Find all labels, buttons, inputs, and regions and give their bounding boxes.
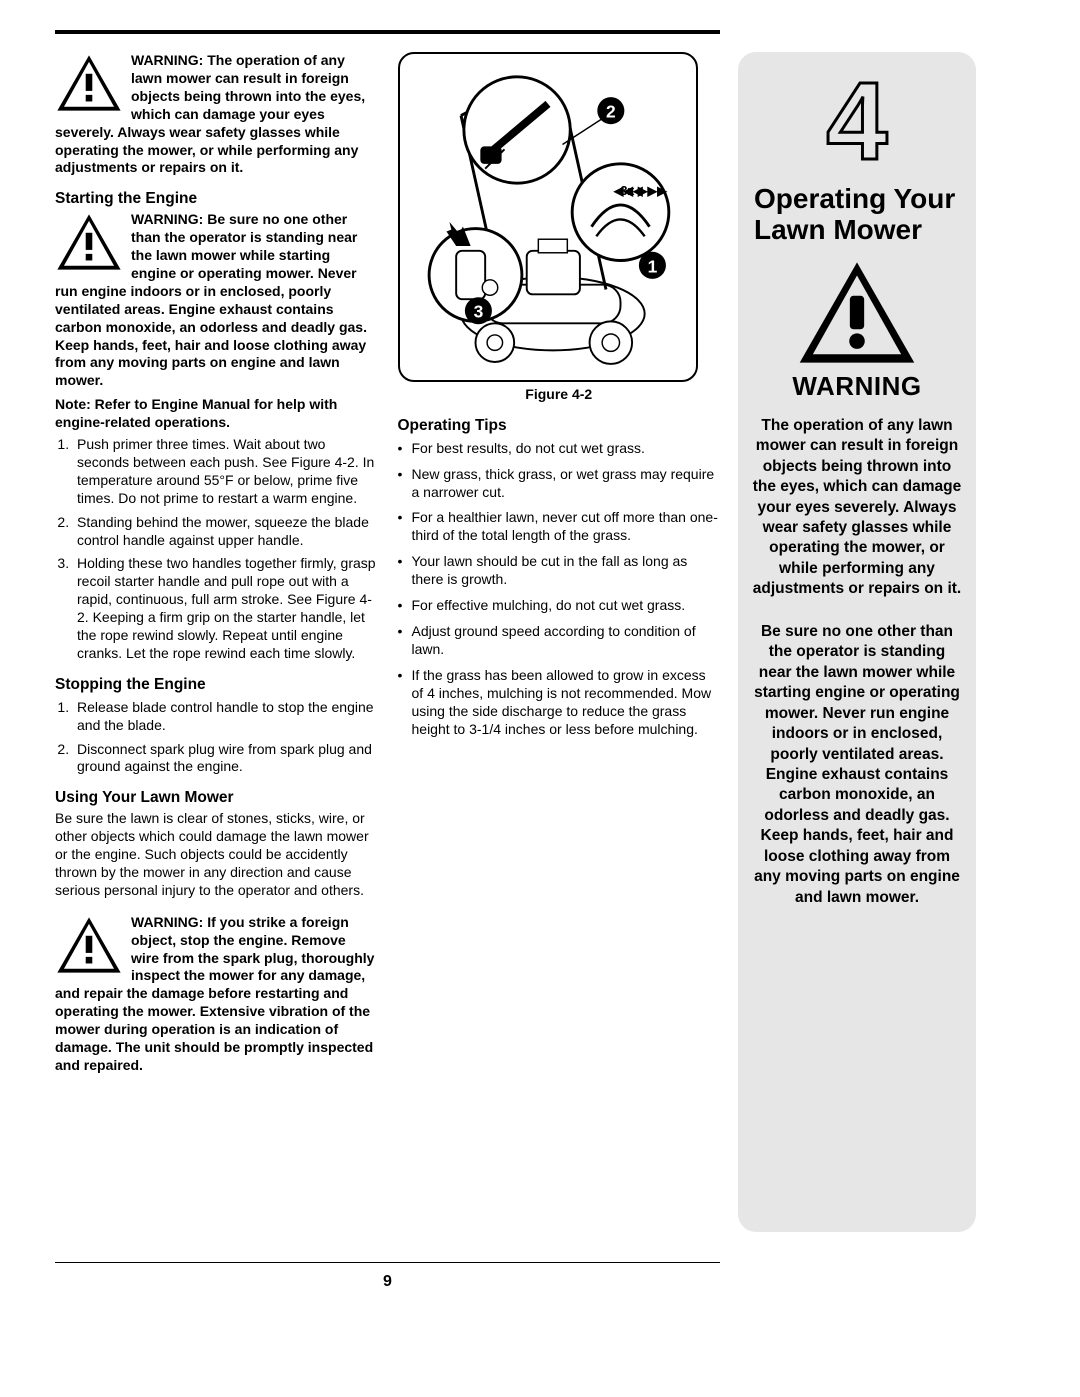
heading-using-mower: Using Your Lawn Mower <box>55 788 378 808</box>
sidebar-para: The operation of any lawn mower can resu… <box>752 416 962 600</box>
chapter-sidebar: 4 Operating Your Lawn Mower WARNING The … <box>738 52 976 1232</box>
heading-starting-engine: Starting the Engine <box>55 189 378 209</box>
note-engine-manual: Note: Refer to Engine Manual for help wi… <box>55 396 378 432</box>
chapter-title: Operating Your Lawn Mower <box>752 183 962 246</box>
using-paragraph: Be sure the lawn is clear of stones, sti… <box>55 810 378 900</box>
sidebar-body: The operation of any lawn mower can resu… <box>752 416 962 908</box>
list-item: Standing behind the mower, squeeze the b… <box>73 514 378 550</box>
figure-caption: Figure 4-2 <box>398 386 721 404</box>
text-columns: WARNING: The operation of any lawn mower… <box>55 52 720 1232</box>
starting-steps-list: Push primer three times. Wait about two … <box>73 436 378 663</box>
warning-icon <box>797 260 917 365</box>
svg-text:3x: 3x <box>620 184 634 198</box>
tips-list: For best results, do not cut wet grass. … <box>398 440 721 739</box>
main-content: WARNING: The operation of any lawn mower… <box>55 52 1040 1232</box>
column-right: ◀◀◀ 3x ▶▶▶ 2 1 3 <box>398 52 721 1232</box>
chapter-number: 4 <box>752 72 962 171</box>
list-item: Holding these two handles together firml… <box>73 555 378 662</box>
stopping-steps-list: Release blade control handle to stop the… <box>73 699 378 777</box>
column-left: WARNING: The operation of any lawn mower… <box>55 52 378 1232</box>
list-item: Push primer three times. Wait about two … <box>73 436 378 508</box>
svg-text:▶▶▶: ▶▶▶ <box>636 184 667 198</box>
warning-icon <box>55 916 123 974</box>
list-item: Release blade control handle to stop the… <box>73 699 378 735</box>
bottom-rule <box>55 1262 720 1263</box>
list-item: If the grass has been allowed to grow in… <box>398 667 721 739</box>
sidebar-para: Be sure no one other than the operator i… <box>752 622 962 908</box>
warning-icon <box>55 213 123 271</box>
warning-block-1: WARNING: The operation of any lawn mower… <box>55 52 378 177</box>
page-number: 9 <box>55 1273 720 1291</box>
top-rule <box>55 30 720 34</box>
list-item: Disconnect spark plug wire from spark pl… <box>73 741 378 777</box>
svg-text:2: 2 <box>605 102 615 122</box>
warning-block-3: WARNING: If you strike a foreign object,… <box>55 914 378 1075</box>
list-item: Your lawn should be cut in the fall as l… <box>398 553 721 589</box>
list-item: For a healthier lawn, never cut off more… <box>398 509 721 545</box>
list-item: New grass, thick grass, or wet grass may… <box>398 466 721 502</box>
heading-operating-tips: Operating Tips <box>398 416 721 436</box>
svg-text:1: 1 <box>647 256 657 276</box>
list-item: For best results, do not cut wet grass. <box>398 440 721 458</box>
warning-block-2: WARNING: Be sure no one other than the o… <box>55 211 378 390</box>
list-item: For effective mulching, do not cut wet g… <box>398 597 721 615</box>
list-item: Adjust ground speed according to conditi… <box>398 623 721 659</box>
warning-heading: WARNING <box>752 371 962 402</box>
heading-stopping-engine: Stopping the Engine <box>55 675 378 695</box>
figure-4-2: ◀◀◀ 3x ▶▶▶ 2 1 3 <box>398 52 698 382</box>
warning-icon <box>55 54 123 112</box>
svg-text:3: 3 <box>473 302 483 322</box>
mower-illustration: ◀◀◀ 3x ▶▶▶ 2 1 3 <box>403 57 693 377</box>
